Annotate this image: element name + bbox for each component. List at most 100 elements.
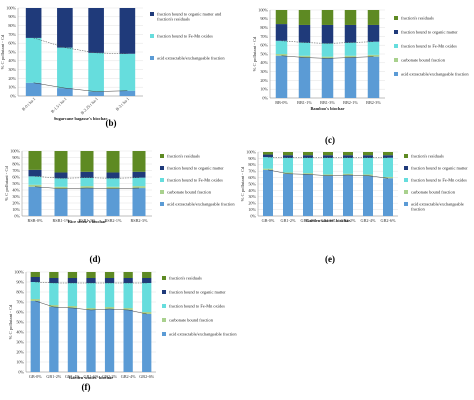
legend-entry: fraction's residuals [401, 16, 434, 21]
bar-segment-carbonate [104, 307, 115, 309]
legend-entry: acid extractable/exchangeable fraction [401, 72, 469, 77]
bar-segment-residual [30, 272, 40, 277]
bar-segment-carbonate [321, 56, 334, 59]
trend-line [281, 40, 374, 44]
bar-segment-organic [106, 172, 120, 179]
bar-segment-organic [323, 155, 333, 158]
y-tick-label: 100% [14, 269, 24, 274]
x-tick-label: GB1-2% [281, 218, 296, 223]
x-axis-label: Bamboo's biochar [310, 106, 344, 111]
legend-swatch-acid [394, 72, 398, 76]
legend-entry: acid extractable/exchangeable fraction [157, 56, 225, 61]
bar-segment-organic [363, 155, 373, 158]
bar-segment-organic [383, 155, 393, 158]
legend-entry: fraction [411, 207, 425, 212]
bar-segment-residual [123, 272, 133, 278]
bar-segment-acid [263, 169, 273, 216]
x-tick-label: GB2-6% [139, 374, 154, 379]
bar-segment-residual [383, 152, 393, 156]
bar-segment-acid [383, 178, 393, 216]
y-tick-label: 80% [12, 161, 20, 166]
x-tick-label: B-1.5 t ha-1 [50, 96, 68, 114]
bar-segment-carbonate [275, 54, 288, 56]
trend-line [33, 37, 128, 55]
x-tick-label: BB1-1% [297, 100, 312, 105]
y-tick-label: 60% [12, 174, 20, 179]
legend-swatch-carbonate [162, 318, 166, 322]
bar-segment-fe_mn [30, 282, 40, 299]
bar-segment-fe_mn [104, 283, 115, 307]
y-tick-label: 30% [260, 69, 268, 74]
legend-entry: fraction bound to organic matter and [157, 12, 222, 17]
legend-entry: fraction's residuals [169, 276, 202, 281]
x-tick-label: RSB2-3% [131, 218, 148, 223]
bar-segment-fe_mn [88, 52, 104, 92]
legend-entry: acid extractable/exchangeable fraction [167, 202, 235, 207]
legend-entry: acid extractable/exchangeable [411, 202, 464, 207]
legend-swatch-fe_mn [160, 178, 164, 182]
bar-segment-organic_plus_residual [25, 8, 42, 38]
bar-segment-carbonate [28, 184, 42, 187]
bar-segment-organic [303, 155, 313, 158]
y-tick-label: 90% [16, 279, 24, 284]
bar-segment-fe_mn [298, 42, 311, 56]
y-axis-label: % C pollutant - Cd [240, 166, 245, 201]
legend-entry: fraction bound to Fe-Mn oxides [157, 34, 213, 39]
y-tick-label: 10% [8, 85, 16, 90]
bar-segment-organic [263, 154, 273, 158]
bar-segment-fe_mn [123, 283, 133, 308]
chart-panel-2: 0% 10% 20% 30% 40% 50% 60% 70% 80% 90% 100% % C pol… [252, 7, 469, 145]
bar-segment-acid [106, 188, 120, 216]
x-axis-label: Rice straw's biochar [68, 219, 106, 224]
bar-segment-carbonate [123, 308, 133, 310]
legend-entry: carbonate bound fraction [411, 190, 456, 195]
bar-segment-residual [67, 272, 78, 278]
x-axis-label: Garden wastes' biochar [69, 375, 113, 380]
bar-segment-fe_mn [344, 42, 357, 56]
bar-segment-fe_mn [57, 47, 73, 89]
bar-segment-organic [132, 171, 146, 178]
y-tick-label: 70% [8, 32, 16, 37]
legend-swatch-fe_mn [150, 34, 154, 38]
y-tick-label: 20% [260, 78, 268, 83]
y-tick-label: 40% [16, 329, 24, 334]
bar-segment-organic_plus_residual [88, 8, 104, 53]
bar-segment-organic [298, 24, 311, 43]
legend-swatch-organic [394, 30, 398, 34]
y-tick-label: 0% [14, 213, 20, 218]
y-tick-label: 50% [8, 49, 16, 54]
bar-segment-acid [86, 310, 96, 372]
bar-segment-carbonate [80, 186, 94, 189]
y-axis-label: % C pollutant - Cd [0, 34, 5, 69]
bar-segment-organic [367, 24, 380, 42]
y-tick-label: 80% [248, 162, 256, 167]
bar-segment-organic [343, 155, 353, 158]
y-tick-label: 40% [248, 188, 256, 193]
bar-segment-fe_mn [363, 157, 373, 175]
legend-swatch-acid [162, 332, 166, 336]
y-tick-label: 70% [248, 169, 256, 174]
y-tick-label: 0% [262, 95, 268, 100]
bar-segment-carbonate [49, 305, 59, 307]
bar-segment-carbonate [263, 168, 273, 170]
bar-segment-carbonate [343, 173, 353, 176]
y-tick-label: 50% [12, 181, 20, 186]
y-tick-label: 0% [10, 93, 16, 98]
bar-segment-carbonate [367, 54, 380, 57]
bar-segment-carbonate [344, 55, 357, 58]
bar-segment-fe_mn [28, 176, 42, 185]
x-tick-label: GB-0% [29, 374, 42, 379]
bar-segment-acid [283, 173, 293, 216]
bar-segment-fe_mn [383, 157, 393, 177]
x-tick-label: B-0 t ha-1 [21, 96, 37, 112]
bar-segment-acid [119, 90, 136, 96]
trend-line [33, 82, 128, 92]
legend-entry: fraction bound to Fe-Mn oxides [401, 44, 457, 49]
legend-swatch-carbonate [160, 190, 164, 194]
bar-segment-fe_mn [86, 283, 96, 308]
x-tick-label: GB2-2% [102, 374, 117, 379]
bar-segment-organic [28, 169, 42, 177]
bar-segment-fe_mn [303, 157, 313, 174]
y-tick-label: 20% [12, 200, 20, 205]
bar-segment-residual [303, 152, 313, 156]
